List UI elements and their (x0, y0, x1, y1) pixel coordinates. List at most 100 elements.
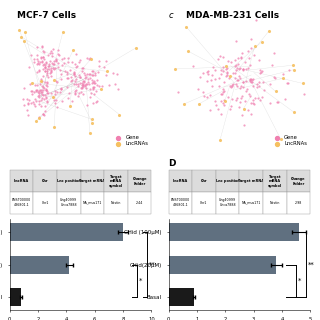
Point (59, 87, 64, 92)
Point (21, 102, 26, 108)
Point (42, 79, 47, 84)
Point (80, 78, 85, 84)
Point (221, 97, 226, 102)
Point (32, 82, 37, 87)
Point (36, 59, 41, 64)
Point (238, 56, 244, 61)
Point (212, 77, 218, 82)
Point (79, 85, 84, 90)
Point (63, 68, 68, 73)
Point (91, 79, 96, 84)
Point (248, 76, 253, 82)
Point (233, 63, 238, 68)
Point (237, 100, 242, 105)
Point (42, 85, 47, 91)
Point (39, 55, 44, 60)
Point (66, 55, 71, 60)
Text: **: ** (308, 262, 314, 268)
Point (234, 67, 239, 72)
Point (43, 103, 48, 108)
Point (234, 39, 239, 44)
Point (232, 63, 237, 68)
Point (236, 62, 241, 67)
Point (257, 58, 262, 63)
Point (73, 87, 78, 92)
Point (226, 95, 231, 100)
Point (54, 79, 59, 84)
Point (83, 75, 88, 80)
Point (38, 76, 43, 81)
Point (36, 67, 41, 72)
Point (90, 68, 95, 74)
Point (218, 53, 223, 59)
Point (243, 78, 248, 84)
Point (207, 108, 212, 113)
Point (72, 73, 77, 78)
Point (79, 65, 84, 70)
Point (240, 50, 245, 55)
Point (29, 92, 34, 97)
Point (83, 75, 88, 80)
Point (78, 89, 83, 94)
Point (107, 82, 112, 87)
Point (24, 107, 29, 112)
Point (251, 84, 256, 89)
Point (87, 131, 92, 136)
Point (241, 67, 246, 72)
Point (93, 99, 98, 104)
Point (36, 89, 41, 94)
Point (205, 72, 211, 77)
Point (246, 65, 251, 70)
Point (21, 39, 27, 44)
Point (68, 103, 73, 108)
Point (57, 68, 62, 73)
Point (42, 97, 47, 102)
Point (38, 82, 43, 87)
Point (209, 84, 214, 89)
Point (52, 92, 58, 97)
Point (223, 73, 228, 78)
Point (282, 96, 287, 101)
Point (82, 79, 87, 84)
Point (230, 82, 236, 87)
Point (256, 95, 261, 100)
Point (221, 100, 226, 105)
Point (84, 56, 89, 61)
Point (51, 65, 56, 70)
Point (73, 52, 78, 57)
Point (229, 83, 234, 88)
Point (275, 99, 280, 104)
Point (61, 60, 66, 66)
Point (60, 63, 65, 68)
Point (26, 101, 31, 106)
Point (40, 90, 45, 95)
Point (233, 82, 238, 87)
Point (54, 90, 59, 95)
Point (44, 73, 49, 78)
Point (266, 29, 271, 34)
Point (219, 71, 224, 76)
Point (40, 92, 45, 97)
Point (220, 65, 226, 70)
Point (210, 64, 215, 69)
Point (210, 73, 215, 78)
Point (39, 78, 44, 83)
Point (201, 89, 206, 94)
Point (229, 104, 234, 109)
Point (86, 76, 91, 82)
Point (268, 82, 273, 87)
Point (91, 86, 96, 91)
Point (94, 82, 99, 87)
Point (34, 70, 39, 75)
Point (241, 84, 246, 89)
Point (246, 91, 251, 96)
Point (71, 70, 76, 75)
Point (73, 90, 78, 95)
Point (33, 118, 38, 124)
Point (219, 92, 224, 97)
Point (39, 84, 44, 89)
Point (50, 95, 55, 100)
Point (92, 92, 97, 97)
Point (83, 86, 88, 91)
Point (238, 95, 243, 100)
